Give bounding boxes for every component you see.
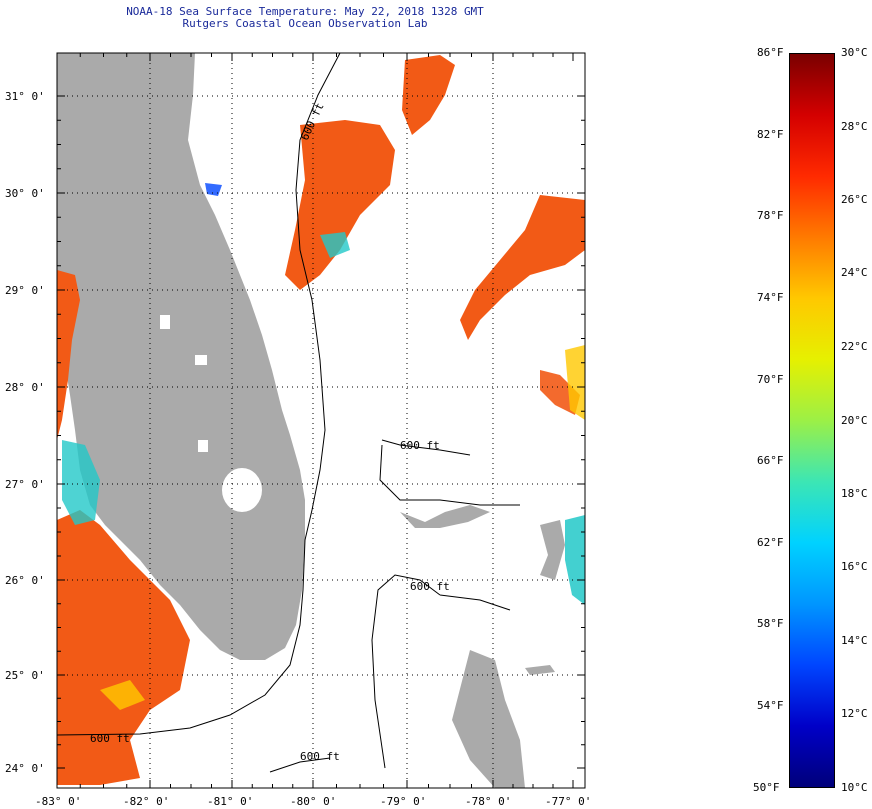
map-frame	[56, 52, 586, 789]
graticule-grid	[57, 53, 585, 788]
lat-label: 28° 0'	[5, 381, 45, 394]
lake-small	[198, 440, 208, 452]
sst-atlantic-cool-1	[320, 232, 350, 258]
colorbar-c-label: 22°C	[841, 340, 868, 353]
isobath-label: 600 ft	[90, 732, 130, 745]
lon-label: -83° 0'	[35, 795, 81, 808]
lat-label: 24° 0'	[5, 762, 45, 775]
sst-atlantic-cool-2	[565, 345, 585, 420]
isobath-florida	[56, 52, 341, 736]
colorbar-c-label: 26°C	[841, 193, 868, 206]
lake-okeechobee	[222, 468, 262, 512]
title-line-1: NOAA-18 Sea Surface Temperature: May 22,…	[126, 5, 484, 18]
andros-land	[452, 650, 525, 788]
title-line-2: Rutgers Coastal Ocean Observation Lab	[182, 17, 428, 30]
lon-label: -81° 0'	[207, 795, 253, 808]
sst-gulf-north	[57, 270, 80, 440]
bahamas-land	[400, 505, 490, 528]
isobath-label: 600 ft	[300, 750, 340, 763]
colorbar-f-label: 74°F	[757, 291, 784, 304]
colorbar-c-label: 16°C	[841, 560, 868, 573]
sst-atlantic-east	[460, 195, 585, 340]
colorbar-f-label: 86°F	[757, 46, 784, 59]
colorbar-c-label: 12°C	[841, 707, 868, 720]
lat-label: 25° 0'	[5, 669, 45, 682]
colorbar-f-label: 50°F	[753, 781, 780, 794]
colorbar-f-label: 70°F	[757, 373, 784, 386]
exuma-land	[525, 665, 555, 675]
colorbar-f-label: 58°F	[757, 617, 784, 630]
lat-label: 29° 0'	[5, 284, 45, 297]
colorbar-c-label: 14°C	[841, 634, 868, 647]
lon-label: -80° 0'	[290, 795, 336, 808]
sst-gulf-south	[57, 510, 190, 785]
chart-title: NOAA-18 Sea Surface Temperature: May 22,…	[120, 6, 490, 30]
lat-label: 26° 0'	[5, 574, 45, 587]
colorbar-f-label: 54°F	[757, 699, 784, 712]
colorbar-c-label: 24°C	[841, 266, 868, 279]
colorbar-f-label: 66°F	[757, 454, 784, 467]
colorbar-c-label: 30°C	[841, 46, 868, 59]
isobath-south	[269, 757, 331, 773]
isobath-label: 600 ft	[410, 580, 450, 593]
sst-bahamas-cool	[565, 515, 585, 605]
lon-label: -82° 0'	[123, 795, 169, 808]
colorbar-c-label: 20°C	[841, 414, 868, 427]
sst-atlantic-ne	[402, 55, 455, 135]
colorbar-f-label: 82°F	[757, 128, 784, 141]
lake-small	[160, 315, 170, 329]
sst-gulf-mid	[62, 440, 100, 525]
isobath-bahamas-south	[371, 574, 511, 769]
sst-gulf-yellow	[100, 680, 145, 710]
lat-label: 30° 0'	[5, 187, 45, 200]
temperature-colorbar	[789, 53, 835, 788]
lon-label: -77° 0'	[545, 795, 591, 808]
isobath-label: 600 ft	[400, 439, 440, 452]
abaco-land	[540, 520, 565, 580]
colorbar-f-label: 62°F	[757, 536, 784, 549]
colorbar-c-label: 18°C	[841, 487, 868, 500]
lat-label: 27° 0'	[5, 478, 45, 491]
lake-small	[195, 355, 207, 365]
colorbar-c-label: 28°C	[841, 120, 868, 133]
lat-label: 31° 0'	[5, 90, 45, 103]
colorbar-f-label: 78°F	[757, 209, 784, 222]
lon-label: -78° 0'	[465, 795, 511, 808]
sst-atlantic-north	[285, 120, 395, 290]
colorbar-c-label: 10°C	[841, 781, 868, 794]
isobath-bahamas-north	[379, 439, 520, 506]
axis-ticks	[56, 53, 585, 788]
lon-label: -79° 0'	[380, 795, 426, 808]
